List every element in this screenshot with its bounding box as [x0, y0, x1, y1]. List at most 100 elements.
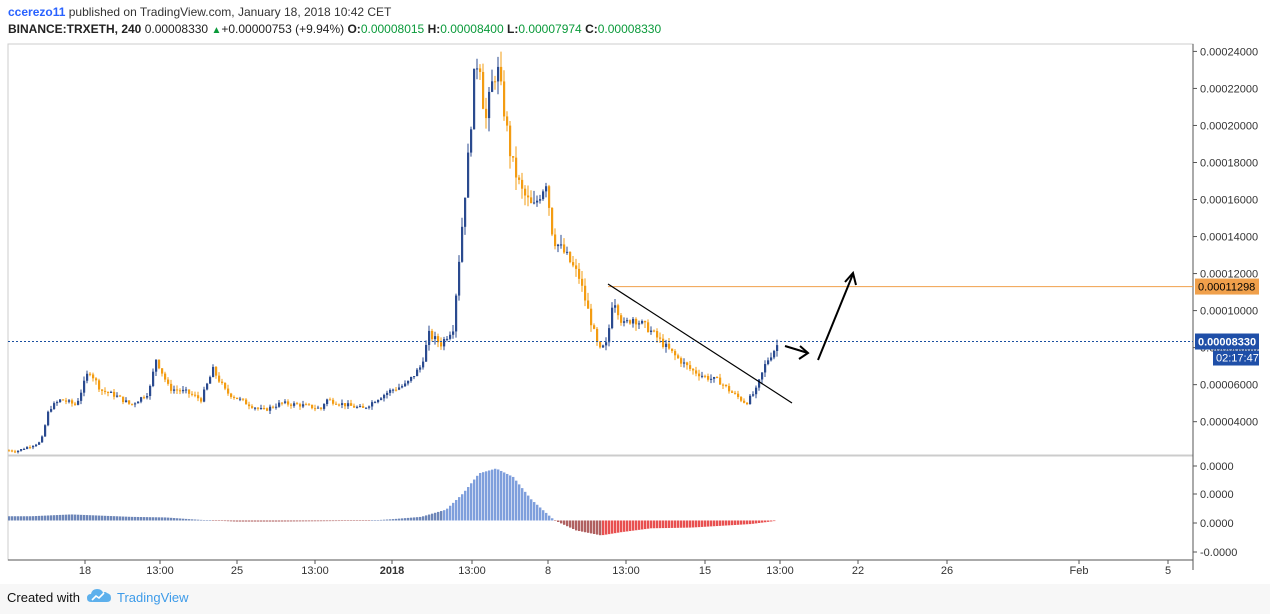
- candle-down: [581, 278, 584, 286]
- candle-down: [596, 328, 599, 342]
- histogram-bar-negative: [308, 520, 311, 522]
- histogram-bar-negative: [650, 520, 653, 529]
- time-tick-label: 18: [79, 565, 91, 577]
- candle-down: [179, 390, 182, 392]
- candle-down: [89, 373, 92, 375]
- histogram-bar-negative: [665, 520, 668, 529]
- candle-up: [632, 318, 635, 324]
- candle-up: [83, 380, 86, 393]
- candle-up: [650, 330, 653, 333]
- candle-down: [230, 393, 233, 397]
- histogram-bar-positive: [401, 518, 404, 521]
- time-tick-label: 13:00: [458, 565, 486, 577]
- candle-up: [326, 399, 329, 405]
- candle-up: [203, 389, 206, 402]
- histogram-bar-positive: [197, 519, 200, 521]
- histogram-bar-positive: [425, 515, 428, 521]
- histogram-bar-positive: [446, 508, 449, 521]
- histogram-bar-negative: [656, 520, 659, 529]
- histogram-bar-positive: [173, 518, 176, 521]
- histogram-bar-negative: [608, 520, 611, 535]
- histogram-bar-positive: [419, 516, 422, 521]
- time-tick-label: 5: [1165, 565, 1171, 577]
- histogram-bar-negative: [251, 520, 254, 522]
- histogram-bar-negative: [674, 520, 677, 528]
- histogram-bar-negative: [629, 520, 632, 532]
- histogram-bar-positive: [383, 519, 386, 521]
- last-price: 0.00008330: [144, 22, 209, 36]
- histogram-bar-negative: [641, 520, 644, 530]
- histogram-bar-positive: [380, 519, 383, 521]
- histogram-bar-negative: [704, 520, 707, 527]
- candle-up: [116, 395, 119, 397]
- candle-down: [251, 406, 254, 408]
- candle-down: [731, 391, 734, 393]
- candle-up: [773, 350, 776, 358]
- high-label: H:: [427, 22, 441, 36]
- indicator-tick-label: -0.0000: [1200, 547, 1237, 559]
- candle-down: [509, 125, 512, 157]
- candle-down: [335, 403, 338, 405]
- candle-up: [389, 389, 392, 393]
- candle-up: [254, 407, 257, 409]
- histogram-bar-negative: [764, 520, 767, 523]
- candle-down: [299, 404, 302, 407]
- created-with-text: Created with: [7, 590, 80, 605]
- histogram-bar-negative: [677, 520, 680, 528]
- histogram-bar-negative: [272, 520, 275, 522]
- candle-up: [452, 331, 455, 335]
- candle-up: [455, 295, 458, 332]
- candle-up: [26, 447, 29, 449]
- histogram-bar-positive: [80, 514, 83, 521]
- candle-down: [62, 399, 65, 401]
- histogram-bar-positive: [179, 518, 182, 521]
- histogram-bar-positive: [131, 516, 134, 521]
- price-tick-label: 0.00024000: [1200, 46, 1258, 58]
- candle-down: [590, 308, 593, 326]
- candle-down: [233, 396, 236, 398]
- candle-up: [347, 403, 350, 407]
- histogram-bar-negative: [236, 520, 239, 522]
- candle-down: [320, 407, 323, 409]
- author-link[interactable]: ccerezo11: [8, 5, 66, 19]
- candle-up: [410, 376, 413, 381]
- price-chart[interactable]: 0.00024000 0.00022000 0.00020000 0.00018000…: [0, 0, 1270, 584]
- candle-down: [500, 66, 503, 82]
- histogram-bar-positive: [119, 516, 122, 521]
- indicator-tick-label: 0.0000: [1200, 518, 1234, 530]
- price-tick-label: 0.00014000: [1200, 232, 1258, 244]
- histogram-bar-negative: [635, 520, 638, 531]
- histogram-bar-positive: [128, 516, 131, 521]
- candle-up: [488, 91, 491, 119]
- time-tick-label: 13:00: [766, 565, 794, 577]
- time-tick-label: 2018: [380, 565, 404, 577]
- candle-up: [125, 400, 128, 403]
- histogram-bar-negative: [761, 520, 764, 523]
- resistance-price-label-bg: [1195, 278, 1259, 295]
- histogram-bar-negative: [341, 520, 344, 522]
- tradingview-cloud-icon[interactable]: [86, 587, 112, 605]
- candle-down: [746, 402, 749, 405]
- candle-up: [275, 406, 278, 408]
- histogram-bar-negative: [269, 520, 272, 522]
- tradingview-link[interactable]: TradingView: [117, 590, 189, 605]
- histogram-bar-negative: [326, 520, 329, 522]
- histogram-bar-positive: [500, 470, 503, 521]
- histogram-bar-negative: [623, 520, 626, 532]
- histogram-bar-positive: [515, 480, 518, 521]
- histogram-bar-positive: [77, 514, 80, 521]
- candle-down: [287, 401, 290, 405]
- candle-up: [68, 400, 71, 402]
- low-label: L:: [506, 22, 519, 36]
- histogram-bar-positive: [191, 519, 194, 521]
- candle-up: [398, 387, 401, 390]
- candle-up: [377, 399, 380, 403]
- time-tick-label: 8: [545, 565, 551, 577]
- histogram-bar-negative: [227, 520, 230, 522]
- candle-down: [524, 188, 527, 196]
- histogram-bar-positive: [521, 488, 524, 521]
- candle-up: [365, 407, 368, 409]
- histogram-bar-positive: [548, 515, 551, 521]
- candle-up: [356, 406, 359, 408]
- histogram-bar-negative: [320, 520, 323, 522]
